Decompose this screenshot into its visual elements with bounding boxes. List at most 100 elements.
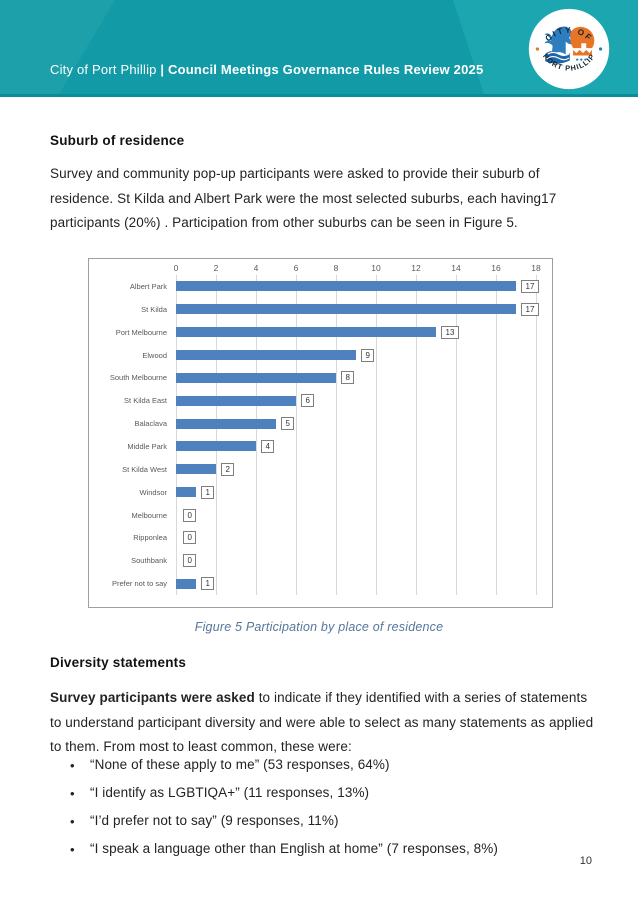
bar xyxy=(176,487,196,498)
logo-sun-icon xyxy=(570,26,595,61)
list-item: • “None of these apply to me” (53 respons… xyxy=(70,757,590,785)
x-axis-tick: 16 xyxy=(491,263,501,273)
gridline xyxy=(256,275,257,595)
page-number: 10 xyxy=(579,855,592,867)
value-label: 1 xyxy=(201,577,215,591)
bar xyxy=(176,395,296,406)
category-label: Windsor xyxy=(139,487,167,497)
x-axis-tick: 2 xyxy=(213,263,219,273)
header-title-doc: | Council Meetings Governance Rules Revi… xyxy=(160,62,484,77)
chart-row: South Melbourne 8 xyxy=(89,366,552,389)
chart-row: Elwood 9 xyxy=(89,344,552,367)
value-label: 13 xyxy=(441,325,459,339)
gridline xyxy=(536,275,537,595)
value-label: 8 xyxy=(341,371,355,385)
gridline xyxy=(456,275,457,595)
gridline xyxy=(176,275,177,595)
chart-row: St Kilda 17 xyxy=(89,298,552,321)
bullet-icon: • xyxy=(70,842,75,857)
category-label: Balaclava xyxy=(134,419,167,429)
chart-row: St Kilda East 6 xyxy=(89,389,552,412)
gridline xyxy=(416,275,417,595)
chart-row: Melbourne 0 xyxy=(89,504,552,527)
category-label: Albert Park xyxy=(129,281,167,291)
paragraph-diversity-rest: to indicate if they identified with a se… xyxy=(50,690,594,754)
chart-row: Windsor 1 xyxy=(89,481,552,504)
bar xyxy=(176,281,516,292)
bar-chart-figure5: 0 2 4 6 8 10 12 14 16 18 Albert Park 17 St Kilda 17 Po… xyxy=(88,258,553,608)
x-axis-tick: 6 xyxy=(293,263,299,273)
list-item: • “I identify as LGBTIQA+” (11 responses,… xyxy=(70,785,590,813)
heading-diversity-statements: Diversity statements xyxy=(50,655,187,670)
bar xyxy=(176,441,256,452)
bullet-icon: • xyxy=(70,758,75,773)
x-axis-tick: 12 xyxy=(411,263,421,273)
chart-row: Middle Park 4 xyxy=(89,435,552,458)
bullet-text: “I’d prefer not to say” (9 responses, 11… xyxy=(90,813,339,828)
gridline xyxy=(336,275,337,595)
bar xyxy=(176,327,436,338)
value-label: 6 xyxy=(301,394,315,408)
gridline xyxy=(216,275,217,595)
category-label: Prefer not to say xyxy=(111,579,167,589)
header-title: City of Port Phillip | Council Meetings … xyxy=(50,62,483,77)
value-label: 17 xyxy=(521,302,539,316)
value-label: 0 xyxy=(183,508,197,522)
chart-row: Albert Park 17 xyxy=(89,275,552,298)
list-item: • “I’d prefer not to say” (9 responses, 1… xyxy=(70,813,590,841)
logo-wave-palm-icon xyxy=(544,26,579,64)
category-label: Middle Park xyxy=(127,441,167,451)
chart-row: St Kilda West 2 xyxy=(89,458,552,481)
gridline xyxy=(296,275,297,595)
paragraph-diversity-lead: Survey participants were asked xyxy=(50,690,255,705)
bullet-text: “I identify as LGBTIQA+” (11 responses, … xyxy=(90,785,370,800)
category-label: Melbourne xyxy=(131,510,167,520)
value-label: 9 xyxy=(361,348,375,362)
category-label: St Kilda East xyxy=(124,396,167,406)
diversity-bullet-list: • “None of these apply to me” (53 respons… xyxy=(70,757,590,869)
x-axis-tick: 8 xyxy=(333,263,339,273)
category-label: Port Melbourne xyxy=(115,327,167,337)
category-label: Ripponlea xyxy=(133,533,167,543)
bar xyxy=(176,304,516,315)
bar xyxy=(176,578,196,589)
chart-row: Southbank 0 xyxy=(89,549,552,572)
bullet-text: “I speak a language other than English a… xyxy=(90,841,498,856)
x-axis-tick: 18 xyxy=(531,263,541,273)
paragraph-diversity: Survey participants were asked to indica… xyxy=(50,686,597,760)
x-axis-tick: 0 xyxy=(173,263,179,273)
x-axis-tick: 10 xyxy=(371,263,381,273)
chart-plot-area: Albert Park 17 St Kilda 17 Port Melbourne 13 E… xyxy=(89,275,552,595)
bullet-icon: • xyxy=(70,814,75,829)
value-label: 5 xyxy=(281,417,295,431)
paragraph-suburb: Survey and community pop-up participants… xyxy=(50,166,557,230)
figure-caption: Figure 5 Participation by place of resid… xyxy=(194,620,444,634)
value-label: 0 xyxy=(183,531,197,545)
gridline xyxy=(376,275,377,595)
chart-row: Balaclava 5 xyxy=(89,412,552,435)
value-label: 0 xyxy=(183,554,197,568)
chart-row: Ripponlea 0 xyxy=(89,526,552,549)
value-label: 2 xyxy=(221,462,235,476)
value-label: 4 xyxy=(261,439,275,453)
logo-circle xyxy=(528,8,610,90)
port-phillip-logo: CITY OF PORT PHILLIP xyxy=(528,8,610,90)
page-header: City of Port Phillip | Council Meetings … xyxy=(0,0,638,97)
list-item: • “I speak a language other than English … xyxy=(70,841,590,869)
heading-suburb-of-residence: Suburb of residence xyxy=(50,133,185,148)
category-label: South Melbourne xyxy=(109,373,167,383)
bullet-icon: • xyxy=(70,786,75,801)
bullet-text: “None of these apply to me” (53 response… xyxy=(90,757,390,772)
category-label: St Kilda West xyxy=(122,464,167,474)
chart-row: Prefer not to say 1 xyxy=(89,572,552,595)
value-label: 17 xyxy=(521,279,539,293)
logo-dot-right xyxy=(598,47,603,51)
bar xyxy=(176,464,216,475)
header-bottom-strip xyxy=(0,94,638,97)
bar xyxy=(176,372,336,383)
bar xyxy=(176,418,276,429)
category-label: Elwood xyxy=(142,350,167,360)
category-label: Southbank xyxy=(131,556,167,566)
value-label: 1 xyxy=(201,485,215,499)
